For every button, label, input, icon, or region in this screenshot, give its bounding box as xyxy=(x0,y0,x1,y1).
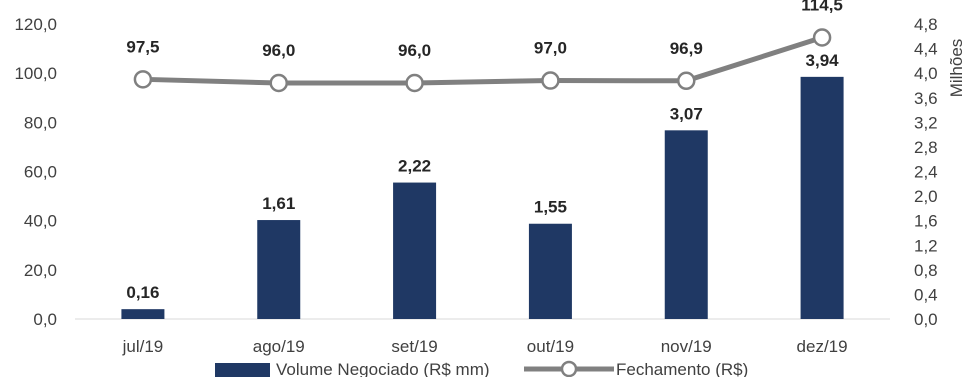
right-tick-label: 0,0 xyxy=(914,310,938,329)
right-axis-ticks: 0,0 0,4 0,8 1,2 1,6 2,0 2,4 2,8 3,2 3,6 4,0 4,4 4,8 xyxy=(914,15,938,329)
left-tick-label: 100,0 xyxy=(14,64,57,83)
left-tick-label: 40,0 xyxy=(24,212,57,231)
line-point xyxy=(541,71,560,90)
bar xyxy=(121,309,165,319)
bar-data-label: 1,55 xyxy=(534,198,567,217)
line-point xyxy=(133,70,153,89)
legend: Volume Negociado (R$ mm) Fechamento (R$) xyxy=(215,360,748,377)
left-axis-ticks: 0,0 20,0 40,0 60,0 80,0 100,0 120,0 xyxy=(14,15,57,329)
right-axis-title: Milhões xyxy=(947,39,966,98)
legend-bar-label: Volume Negociado (R$ mm) xyxy=(276,360,490,377)
x-tick-label: dez/19 xyxy=(797,337,848,356)
bar-data-label: 3,94 xyxy=(806,51,840,70)
bar-data-label: 2,22 xyxy=(398,157,431,176)
bar-data-labels: 0,16 1,61 2,22 1,55 3,07 3,94 xyxy=(126,51,839,302)
right-tick-label: 3,6 xyxy=(914,89,938,108)
line-point xyxy=(812,28,832,47)
line-data-label: 97,0 xyxy=(534,39,567,58)
right-tick-label: 4,0 xyxy=(914,64,938,83)
left-tick-label: 80,0 xyxy=(24,113,57,132)
right-tick-label: 2,0 xyxy=(914,187,938,206)
legend-line-marker xyxy=(560,360,578,377)
bar-data-label: 0,16 xyxy=(126,283,159,302)
right-tick-label: 2,8 xyxy=(914,138,938,157)
right-tick-label: 0,4 xyxy=(914,285,938,304)
line-data-labels: 97,5 96,0 96,0 97,0 96,9 114,5 xyxy=(126,0,843,60)
line-point xyxy=(405,73,424,93)
left-tick-label: 0,0 xyxy=(33,310,57,329)
left-tick-label: 120,0 xyxy=(14,15,57,34)
line-point xyxy=(677,71,696,91)
line-path xyxy=(142,35,823,86)
bar xyxy=(257,220,301,319)
line-data-label: 96,0 xyxy=(398,41,431,60)
right-tick-label: 0,8 xyxy=(914,261,938,280)
left-tick-label: 60,0 xyxy=(24,163,57,182)
right-tick-label: 4,4 xyxy=(914,40,938,59)
bar-series xyxy=(121,76,844,320)
legend-bar-swatch xyxy=(215,363,270,377)
bar xyxy=(664,130,708,319)
line-point xyxy=(269,73,288,93)
bar-data-label: 1,61 xyxy=(262,194,295,213)
left-tick-label: 20,0 xyxy=(24,261,57,280)
right-tick-label: 2,4 xyxy=(914,163,938,182)
right-tick-label: 3,2 xyxy=(914,113,938,132)
line-data-label: 96,0 xyxy=(262,41,295,60)
x-tick-label: set/19 xyxy=(391,337,437,356)
right-tick-label: 1,6 xyxy=(914,212,938,231)
line-series xyxy=(133,28,832,93)
right-tick-label: 1,2 xyxy=(914,236,938,255)
bar-data-label: 3,07 xyxy=(670,104,703,123)
legend-line-label: Fechamento (R$) xyxy=(616,360,748,377)
line-data-label: 97,5 xyxy=(126,37,159,56)
line-data-label: 96,9 xyxy=(670,39,703,58)
bar xyxy=(393,182,437,319)
line-data-label: 114,5 xyxy=(801,0,843,15)
bar xyxy=(528,223,572,319)
x-tick-label: ago/19 xyxy=(253,337,305,356)
x-axis-ticks: jul/19 ago/19 set/19 out/19 nov/19 dez/19 xyxy=(122,337,848,356)
right-tick-label: 4,8 xyxy=(914,15,938,34)
x-tick-label: out/19 xyxy=(527,337,574,356)
x-tick-label: nov/19 xyxy=(661,337,712,356)
bar xyxy=(800,76,844,320)
x-tick-label: jul/19 xyxy=(122,337,164,356)
